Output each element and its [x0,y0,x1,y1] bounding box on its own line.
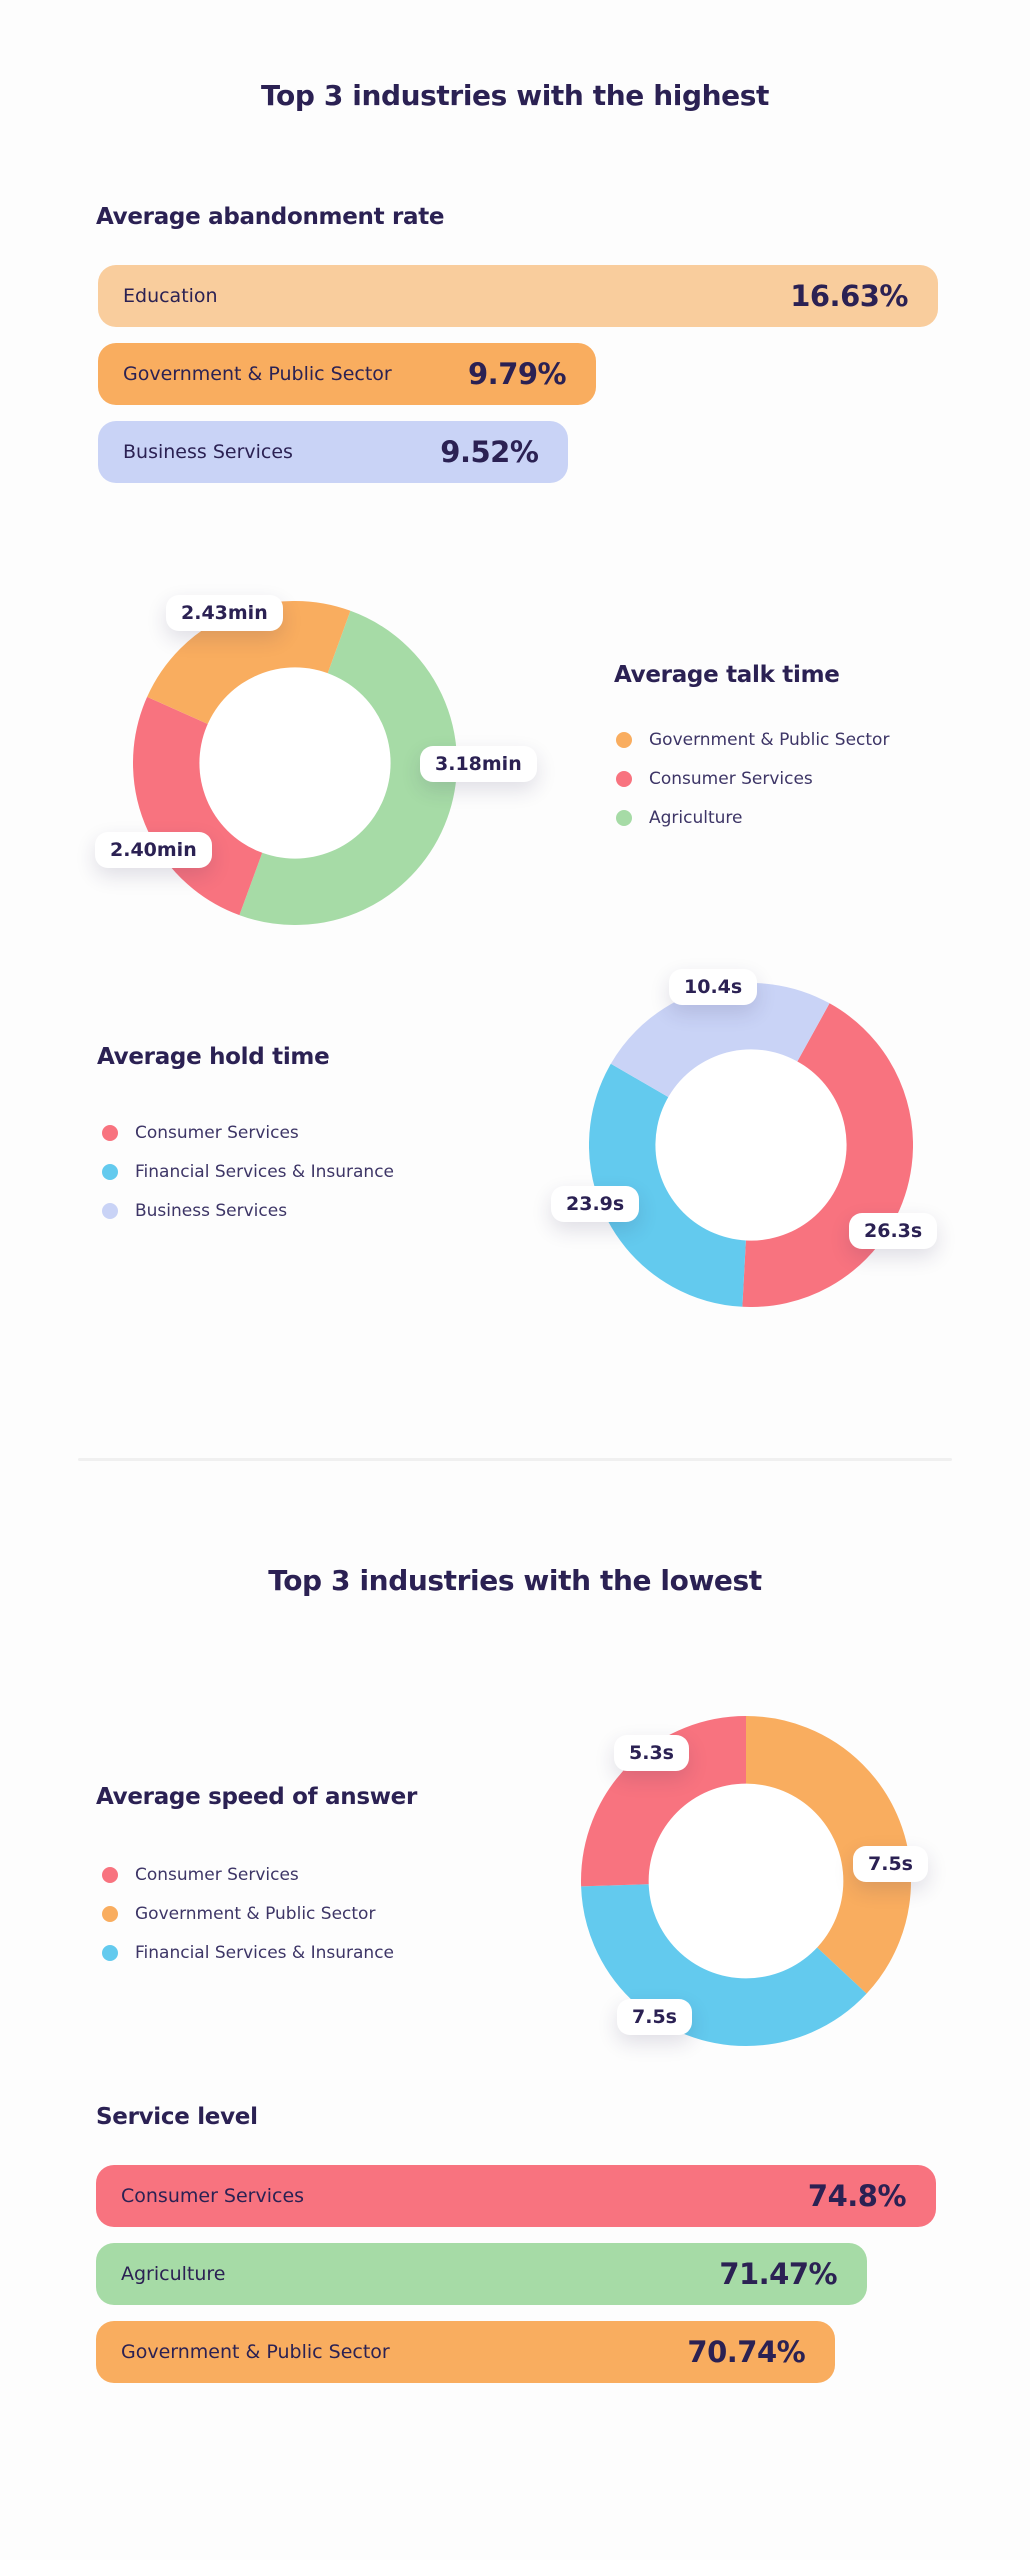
slice-label-government-public-sector: 7.5s [853,1846,928,1882]
legend-dot-icon [616,770,632,787]
legend-item: Government & Public Sector [616,720,889,759]
slice-label-business-services: 10.4s [669,969,758,1005]
bar-label-business-services: Business Services [123,441,293,463]
talk-time-donut-ring [133,601,457,925]
legend-dot-icon [616,731,632,748]
abandonment-rate-heading: Average abandonment rate [96,204,445,230]
bar-label-consumer-services: Consumer Services [121,2185,305,2207]
bar-value-government-public-sector: 70.74% [687,2335,806,2369]
legend-label: Government & Public Sector [649,729,890,750]
slice-label-consumer-services: 5.3s [614,1735,689,1771]
bar-education: Education 16.63% [98,265,938,327]
legend-item: Government & Public Sector [102,1894,394,1933]
legend-label: Consumer Services [649,768,813,789]
slice-label-consumer-services: 26.3s [849,1213,938,1249]
hold-time-heading: Average hold time [97,1044,330,1070]
legend-item: Consumer Services [102,1113,394,1152]
slice-label-consumer-services: 2.40min [95,832,212,868]
legend-dot-icon [102,1163,118,1180]
talk-time-heading: Average talk time [614,662,840,688]
legend-label: Government & Public Sector [135,1903,376,1924]
speed-of-answer-donut-chart: 5.3s 7.5s 7.5s [581,1716,928,2046]
bar-value-agriculture: 71.47% [719,2257,838,2291]
legend-label: Consumer Services [135,1122,299,1143]
slice-label-government-public-sector: 2.43min [166,595,283,631]
legend-dot-icon [102,1944,118,1961]
legend-label: Business Services [135,1200,288,1221]
service-level-heading: Service level [96,2104,258,2130]
service-level-bar-chart: Consumer Services 74.8% Agriculture 71.4… [96,2165,936,2383]
hold-time-donut-ring [589,983,913,1307]
bar-label-government-public-sector: Government & Public Sector [121,2341,390,2363]
section-title-highest: Top 3 industries with the highest [261,79,769,112]
bar-value-business-services: 9.52% [440,435,539,469]
legend-item: Consumer Services [102,1855,394,1894]
legend-item: Consumer Services [616,759,889,798]
legend-dot-icon [616,809,632,826]
bar-label-government-public-sector: Government & Public Sector [123,363,392,385]
legend-dot-icon [102,1866,118,1883]
section-title-lowest: Top 3 industries with the lowest [268,1564,762,1597]
legend-label: Financial Services & Insurance [135,1161,395,1182]
legend-item: Business Services [102,1191,394,1230]
hold-time-legend: Consumer Services Financial Services & In… [102,1113,394,1230]
bar-business-services: Business Services 9.52% [98,421,569,483]
legend-label: Financial Services & Insurance [135,1942,395,1963]
section-divider [78,1458,952,1461]
legend-dot-icon [102,1905,118,1922]
legend-label: Agriculture [649,807,743,828]
speed-of-answer-heading: Average speed of answer [96,1784,418,1810]
talk-time-legend: Government & Public Sector Consumer Servi… [616,720,889,837]
legend-item: Financial Services & Insurance [102,1933,394,1972]
bar-government-public-sector: Government & Public Sector 70.74% [96,2321,836,2383]
bar-value-education: 16.63% [790,279,908,313]
abandonment-rate-bar-chart: Education 16.63% Government & Public Sec… [98,265,938,483]
hold-time-donut-chart: 10.4s 23.9s 26.3s [551,969,938,1307]
bar-consumer-services: Consumer Services 74.8% [96,2165,936,2227]
slice-label-financial-services-insurance: 23.9s [551,1186,640,1222]
bar-agriculture: Agriculture 71.47% [96,2243,868,2305]
legend-dot-icon [102,1202,118,1219]
bar-value-consumer-services: 74.8% [807,2179,907,2213]
bar-label-education: Education [123,285,218,307]
bar-value-government-public-sector: 9.79% [468,357,567,391]
bar-label-agriculture: Agriculture [121,2263,226,2285]
legend-label: Consumer Services [135,1864,299,1885]
speed-of-answer-legend: Consumer Services Government & Public Sec… [102,1855,394,1972]
slice-label-financial-services-insurance: 7.5s [617,1999,692,2035]
legend-dot-icon [102,1124,118,1141]
talk-time-donut-chart: 2.43min 3.18min 2.40min [95,595,537,925]
legend-item: Financial Services & Insurance [102,1152,394,1191]
legend-item: Agriculture [616,798,889,837]
slice-label-agriculture: 3.18min [420,746,537,782]
bar-government-public-sector: Government & Public Sector 9.79% [98,343,597,405]
